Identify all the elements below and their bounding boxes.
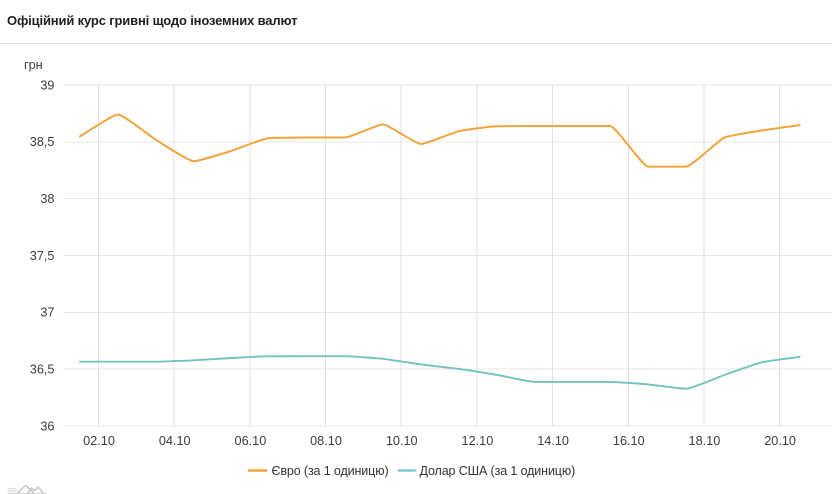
svg-text:20.10: 20.10	[764, 434, 796, 448]
svg-text:16.10: 16.10	[613, 434, 645, 448]
svg-text:12.10: 12.10	[462, 434, 494, 448]
svg-text:18.10: 18.10	[689, 434, 721, 448]
svg-text:02.10: 02.10	[83, 434, 115, 448]
svg-text:39: 39	[40, 78, 54, 92]
svg-text:грн: грн	[24, 58, 43, 72]
svg-text:Долар США (за 1 одиницю): Долар США (за 1 одиницю)	[420, 464, 576, 478]
svg-text:36,5: 36,5	[30, 363, 55, 377]
svg-text:04.10: 04.10	[159, 434, 191, 448]
svg-text:Євро (за 1 одиницю): Євро (за 1 одиницю)	[272, 464, 389, 478]
svg-text:08.10: 08.10	[310, 434, 342, 448]
svg-text:38,5: 38,5	[30, 135, 55, 149]
svg-text:14.10: 14.10	[537, 434, 569, 448]
svg-text:38: 38	[40, 192, 54, 206]
svg-text:10.10: 10.10	[386, 434, 418, 448]
svg-text:36: 36	[40, 419, 54, 433]
svg-text:37: 37	[40, 306, 54, 320]
svg-text:37,5: 37,5	[30, 249, 55, 263]
svg-text:06.10: 06.10	[235, 434, 267, 448]
